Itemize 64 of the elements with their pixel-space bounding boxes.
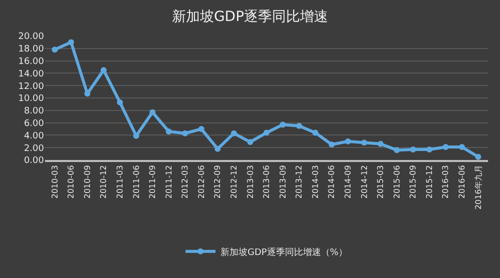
x-tick-label: 2014-03: [310, 165, 320, 199]
x-tick-label: 2016年九月: [474, 165, 483, 210]
x-tick-label: 2014-06: [327, 165, 336, 199]
point: [133, 132, 140, 139]
x-tick-label: 2011-09: [148, 165, 158, 199]
point: [394, 147, 400, 154]
y-tick-label: 0.00: [24, 156, 44, 166]
point: [361, 140, 368, 146]
x-tick-label: 2016-06: [458, 165, 467, 199]
x-tick-label: 2014-12: [360, 165, 369, 199]
chart-title: 新加坡GDP逐季同比增速: [172, 8, 328, 25]
point: [198, 126, 204, 132]
legend-label: 新加坡GDP逐季同比增速（%）: [220, 246, 348, 258]
point: [475, 154, 482, 160]
point: [442, 144, 449, 150]
y-tick-label: 4.00: [24, 131, 44, 142]
point: [312, 130, 318, 136]
x-tick-label: 2011-03: [116, 165, 125, 199]
point: [264, 130, 270, 136]
point: [378, 140, 384, 147]
point: [214, 146, 221, 152]
point: [52, 46, 58, 53]
point: [344, 138, 351, 144]
x-tick-label: 2012-03: [180, 165, 190, 199]
y-tick-label: 20.00: [18, 32, 44, 42]
y-tick-label: 18.00: [18, 44, 44, 55]
x-tick-label: 2015-06: [392, 165, 402, 199]
point: [280, 122, 286, 128]
point: [410, 146, 416, 152]
x-tick-label: 2013-12: [294, 165, 304, 199]
x-tick-label: 2012-12: [230, 165, 239, 199]
point: [247, 139, 254, 146]
y-tick-label: 2.00: [24, 144, 44, 154]
point: [230, 130, 237, 136]
y-tick-label: 12.00: [18, 82, 44, 92]
x-tick-label: 2011-06: [132, 165, 141, 199]
x-tick-label: 2012-06: [196, 165, 206, 199]
point: [426, 146, 432, 152]
y-tick-label: 16.00: [18, 56, 44, 67]
x-tick-label: 2012-09: [213, 165, 222, 199]
x-tick-label: 2013-06: [262, 165, 272, 199]
x-tick-label: 2010-09: [82, 165, 92, 199]
x-tick-label: 2016-03: [441, 165, 450, 199]
x-tick-label: 2015-12: [424, 165, 434, 199]
x-tick-label: 2010-06: [66, 165, 76, 199]
y-tick-label: 6.00: [24, 118, 44, 129]
x-tick-label: 2015-09: [408, 165, 418, 199]
point: [149, 109, 156, 116]
x-tick-label: 2010-03: [50, 165, 60, 199]
point: [328, 142, 335, 148]
point: [296, 122, 302, 129]
y-tick-label: 14.00: [18, 69, 44, 80]
x-tick-label: 2015-03: [376, 165, 386, 199]
x-tick-label: 2013-09: [278, 165, 288, 199]
point: [68, 39, 74, 46]
y-tick-label: 10.00: [18, 94, 44, 104]
point: [116, 99, 123, 106]
point: [182, 130, 188, 136]
y-tick-label: 8.00: [24, 106, 44, 117]
x-tick-label: 2014-09: [344, 165, 353, 199]
x-tick-label: 2010-12: [99, 165, 108, 199]
x-tick-label: 2011-12: [164, 165, 174, 199]
point: [166, 128, 172, 134]
x-tick-label: 2013-03: [246, 165, 255, 199]
